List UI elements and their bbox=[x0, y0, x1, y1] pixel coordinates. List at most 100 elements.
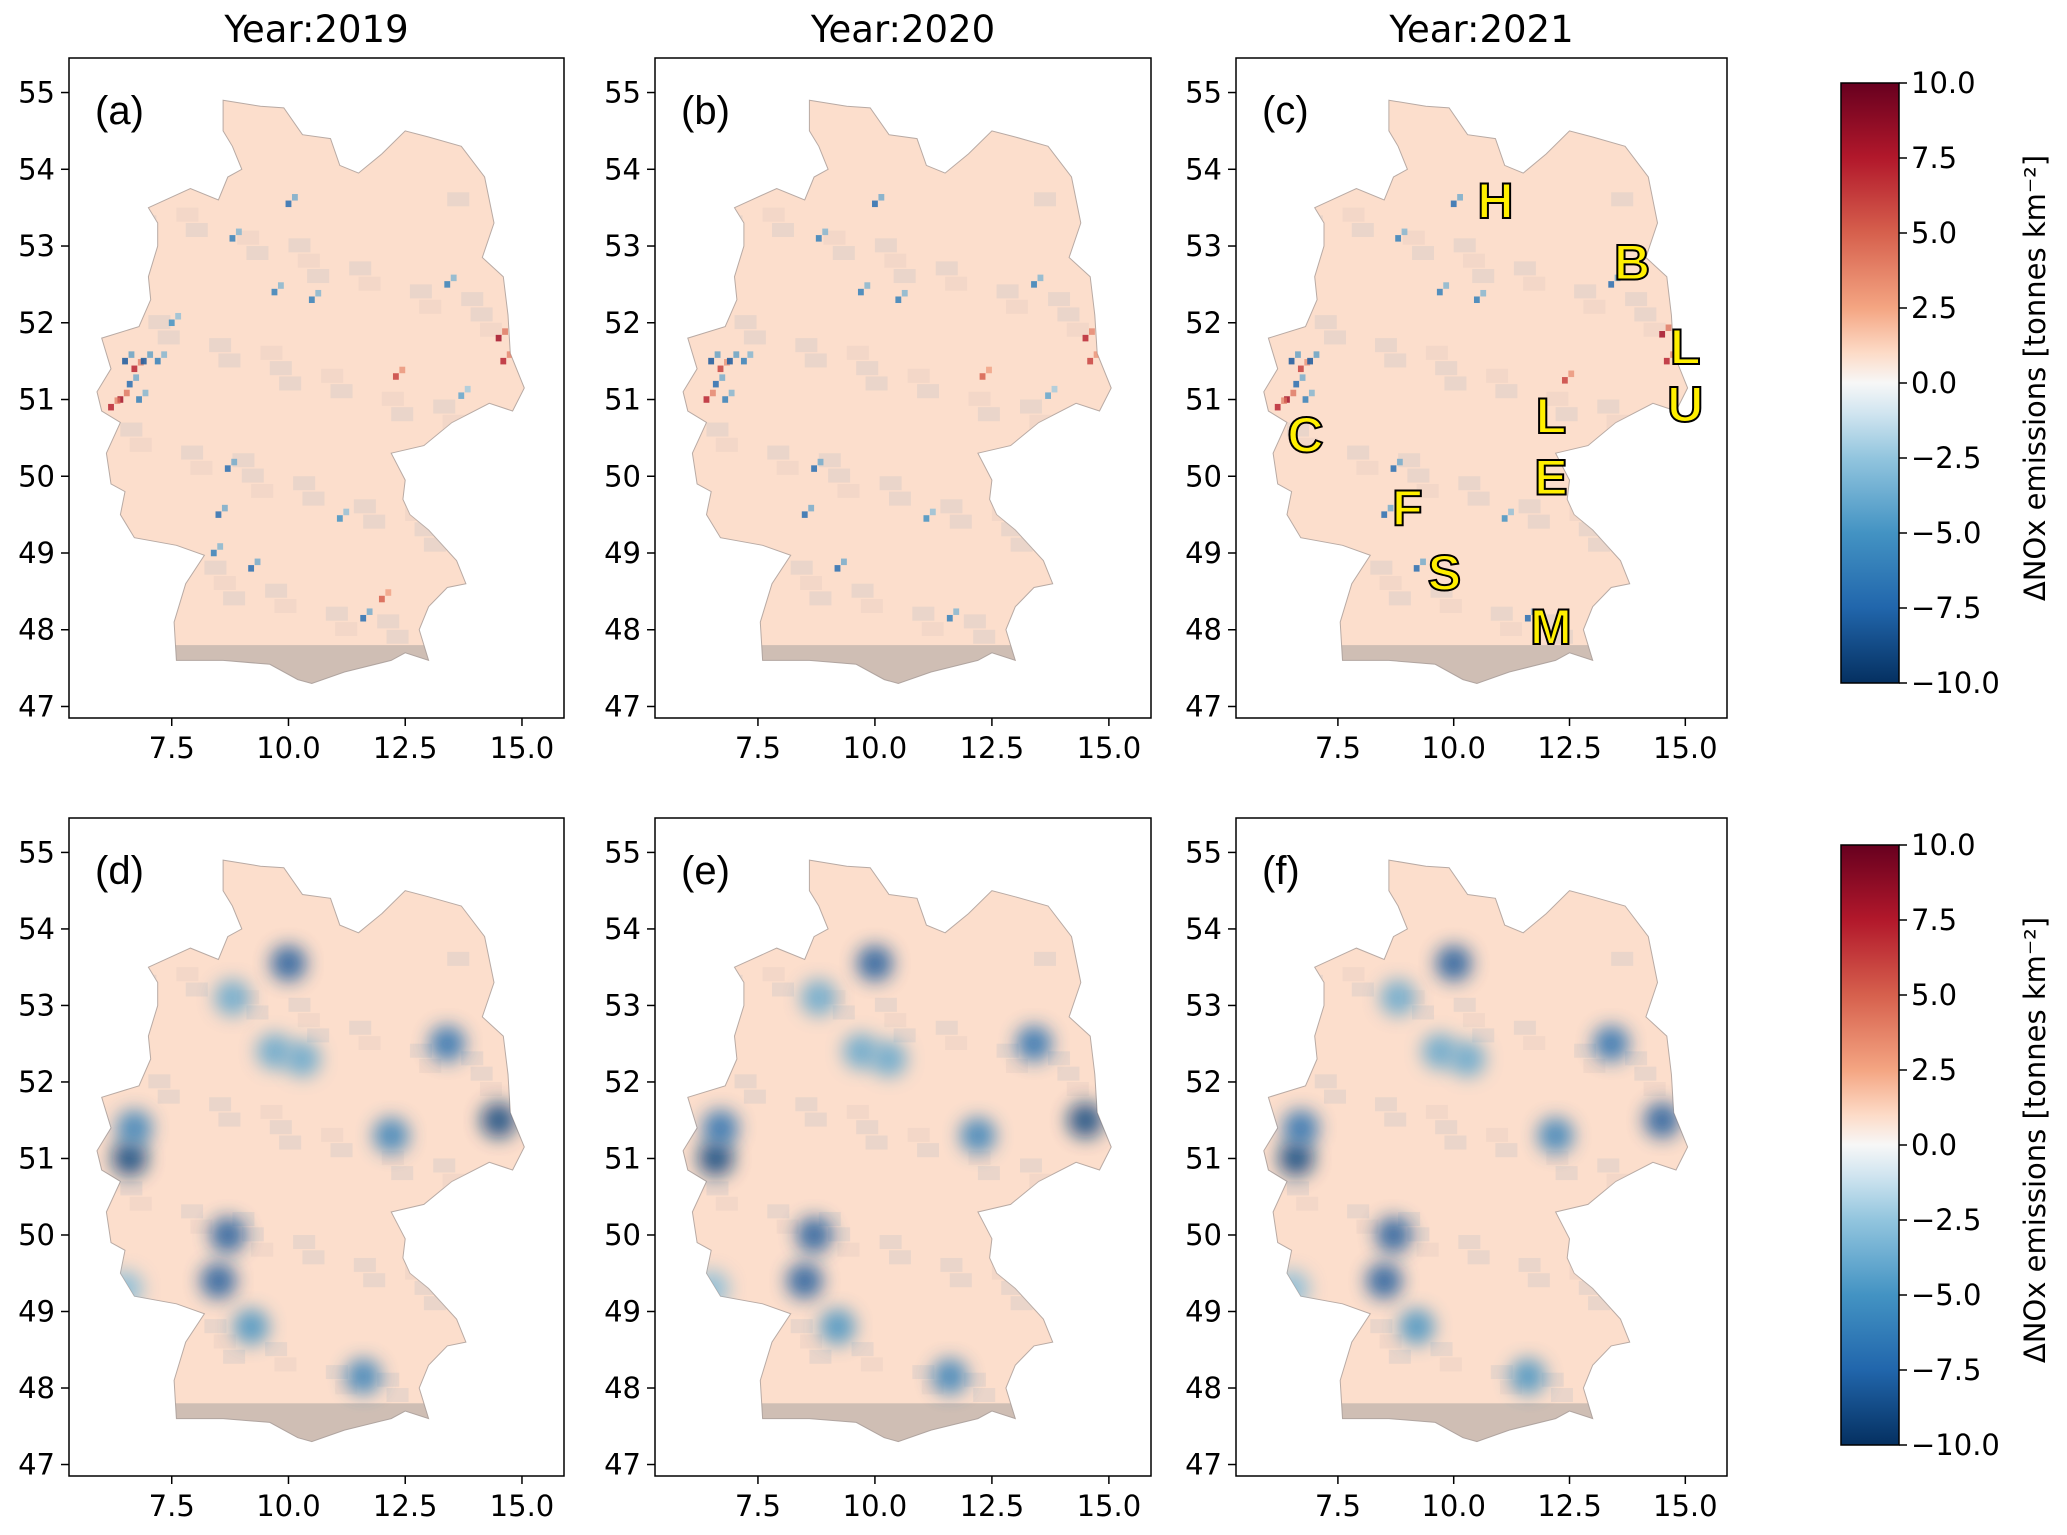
city-annotation: E bbox=[1534, 449, 1567, 505]
germany-land bbox=[682, 99, 1112, 685]
panel-f: 47 48 49 50 51 52 53 54 55 7.5 10.0 12.5 15.0 (f) bbox=[1185, 817, 1728, 1523]
emission-cell bbox=[740, 357, 747, 365]
texture-cell bbox=[1625, 1051, 1648, 1066]
texture-cell bbox=[1374, 338, 1397, 353]
y-tick-label: 49 bbox=[604, 1295, 641, 1329]
colorbar-gradient bbox=[1840, 82, 1900, 684]
colorbar-tick-label: 5.0 bbox=[1911, 216, 1957, 250]
texture-cell bbox=[223, 1349, 246, 1364]
emission-cell bbox=[728, 389, 735, 397]
emission-cell bbox=[834, 565, 841, 572]
texture-cell bbox=[711, 959, 734, 974]
texture-cell bbox=[265, 1342, 288, 1357]
texture-cell bbox=[1048, 1051, 1071, 1066]
texture-cell bbox=[790, 1319, 813, 1334]
y-tick-label: 53 bbox=[18, 229, 55, 263]
texture-cell bbox=[120, 422, 143, 437]
texture-cell bbox=[414, 522, 437, 537]
colorbar-tick-label: 7.5 bbox=[1911, 141, 1957, 175]
emission-cell bbox=[722, 396, 729, 403]
texture-cell bbox=[1379, 1334, 1402, 1349]
texture-cell bbox=[1518, 499, 1541, 514]
texture-cell bbox=[190, 460, 213, 475]
colorbar-1: 10.0 7.5 5.0 2.5 0.0 −2.5 −5.0 −7.5 −10.0 ΔNOx em… bbox=[1840, 66, 2052, 700]
emission-cell bbox=[1308, 389, 1315, 397]
emission-cell bbox=[1420, 558, 1426, 566]
colorbar-2: 10.0 7.5 5.0 2.5 0.0 −2.5 −5.0 −7.5 −10.0 ΔNOx em… bbox=[1840, 828, 2052, 1462]
city-annotation: F bbox=[1392, 480, 1423, 536]
y-tick-label: 54 bbox=[604, 152, 641, 186]
texture-cell bbox=[209, 1097, 232, 1112]
texture-cell bbox=[1462, 253, 1485, 268]
texture-cell bbox=[1634, 307, 1657, 322]
emission-cell bbox=[1302, 396, 1309, 403]
texture-cell bbox=[1569, 1265, 1592, 1280]
colorbar-tick-label: 10.0 bbox=[1911, 66, 1976, 100]
texture-cell bbox=[1578, 1280, 1601, 1295]
texture-cell bbox=[888, 1250, 911, 1265]
emission-cell bbox=[1290, 389, 1297, 397]
emission-cell bbox=[1531, 608, 1538, 615]
texture-cell bbox=[1588, 1296, 1611, 1311]
texture-cell bbox=[865, 1135, 888, 1150]
texture-cell bbox=[856, 1120, 879, 1135]
texture-cell bbox=[912, 606, 935, 621]
y-tick-label: 47 bbox=[18, 689, 55, 723]
colorbar-tick-label: −2.5 bbox=[1911, 441, 1981, 475]
x-tick-label: 7.5 bbox=[735, 1489, 781, 1523]
emission-cell bbox=[450, 274, 457, 282]
texture-cell bbox=[1513, 1020, 1536, 1035]
texture-cell bbox=[706, 1181, 729, 1196]
alps-relief bbox=[757, 1403, 1020, 1442]
texture-cell bbox=[1342, 207, 1365, 222]
emission-blob bbox=[270, 945, 307, 982]
emission-blob bbox=[796, 1216, 833, 1253]
y-tick-label: 47 bbox=[1185, 689, 1222, 723]
texture-cell bbox=[325, 1365, 348, 1380]
texture-cell bbox=[1597, 399, 1620, 414]
texture-cell bbox=[1467, 1250, 1490, 1265]
texture-cell bbox=[1638, 545, 1661, 560]
texture-cell bbox=[1282, 645, 1305, 660]
texture-cell bbox=[1638, 1303, 1661, 1318]
texture-cell bbox=[1296, 437, 1319, 452]
emission-cell bbox=[872, 200, 878, 208]
emission-cell bbox=[1274, 403, 1281, 411]
texture-cell bbox=[973, 629, 996, 644]
emission-cell bbox=[285, 200, 292, 208]
x-tick-label: 15.0 bbox=[1077, 731, 1142, 765]
texture-cell bbox=[846, 345, 869, 360]
texture-cell bbox=[1052, 1288, 1075, 1303]
texture-cell bbox=[940, 499, 963, 514]
emission-cell bbox=[1281, 397, 1287, 404]
emission-blob bbox=[931, 1358, 968, 1395]
texture-cell bbox=[1038, 430, 1061, 445]
emission-blob bbox=[1644, 1102, 1681, 1139]
alps-relief bbox=[171, 645, 434, 684]
texture-cell bbox=[1300, 215, 1323, 230]
texture-cell bbox=[945, 1036, 968, 1051]
texture-cell bbox=[828, 468, 851, 483]
texture-cell bbox=[1057, 307, 1080, 322]
y-tick-label: 53 bbox=[18, 988, 55, 1022]
x-tick-label: 15.0 bbox=[1653, 731, 1718, 765]
texture-cell bbox=[1412, 1005, 1435, 1020]
texture-cell bbox=[949, 1273, 972, 1288]
texture-cell bbox=[720, 974, 743, 989]
emission-cell bbox=[458, 392, 465, 399]
texture-cell bbox=[325, 606, 348, 621]
texture-cell bbox=[1601, 1395, 1624, 1410]
texture-cell bbox=[1435, 1120, 1458, 1135]
x-tick-label: 10.0 bbox=[843, 731, 908, 765]
texture-cell bbox=[762, 967, 785, 982]
texture-cell bbox=[1458, 1234, 1481, 1249]
texture-cell bbox=[1379, 576, 1402, 591]
emission-blob bbox=[111, 1140, 148, 1177]
texture-cell bbox=[776, 1219, 799, 1234]
texture-cell bbox=[1019, 399, 1042, 414]
texture-cell bbox=[1490, 1365, 1513, 1380]
emission-blob bbox=[1366, 1262, 1403, 1299]
texture-cell bbox=[991, 506, 1014, 521]
texture-cell bbox=[1495, 384, 1518, 399]
alps-relief bbox=[757, 645, 1020, 684]
